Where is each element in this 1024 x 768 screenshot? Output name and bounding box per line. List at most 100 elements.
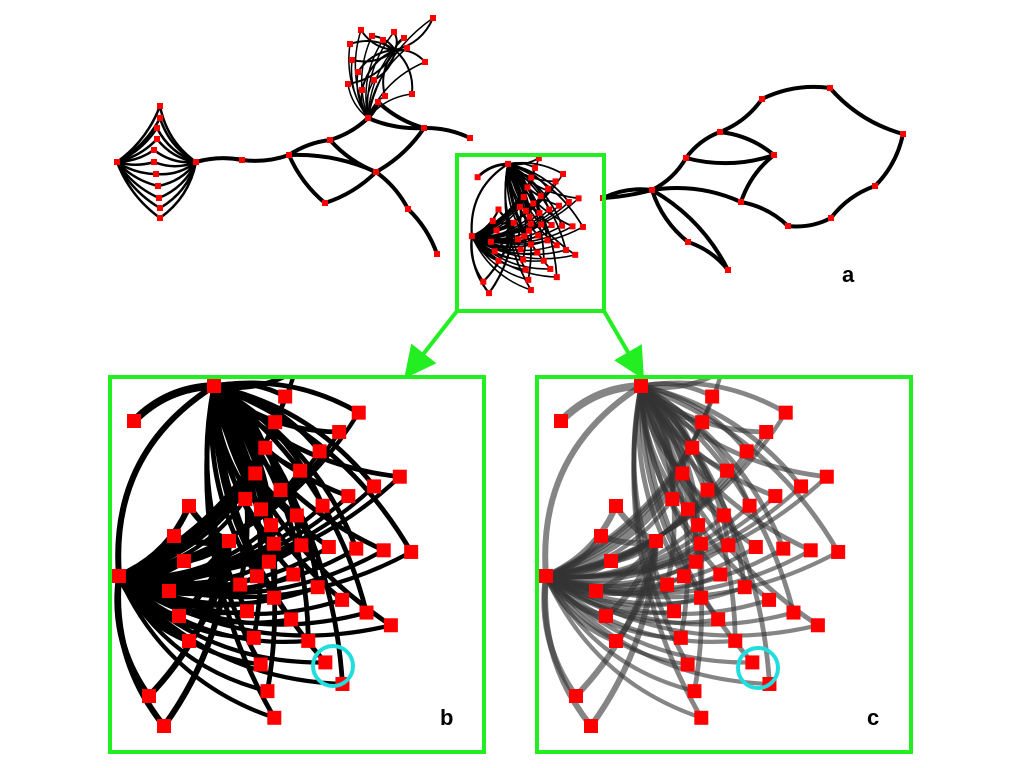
zoom-b-edge bbox=[211, 383, 414, 555]
overview-node bbox=[405, 206, 411, 212]
overview-node bbox=[286, 152, 292, 158]
zoom-b-node bbox=[341, 489, 356, 504]
zoom-c-node bbox=[713, 567, 728, 582]
zoom-c-node bbox=[694, 710, 709, 725]
zoom-b-node bbox=[157, 719, 171, 733]
highlight-circle-c bbox=[736, 646, 780, 690]
overview-node bbox=[548, 222, 555, 229]
zoom-c-edge bbox=[543, 573, 697, 694]
zoom-c-node bbox=[688, 554, 703, 569]
zoom-b-node bbox=[286, 567, 301, 582]
overview-edge bbox=[287, 153, 327, 205]
overview-edge bbox=[650, 185, 743, 204]
zoom-b-node bbox=[266, 536, 281, 551]
zoom-b-node bbox=[248, 466, 263, 481]
overview-edge bbox=[828, 86, 905, 136]
overview-node bbox=[569, 223, 576, 230]
zoom-b-node bbox=[239, 604, 254, 619]
zoom-c-node bbox=[599, 609, 613, 623]
zoom-c-node bbox=[720, 463, 735, 478]
overview-edge bbox=[406, 207, 439, 256]
overview-node bbox=[535, 232, 542, 239]
zoom-b-node bbox=[315, 498, 330, 513]
overview-node bbox=[526, 213, 533, 220]
overview-node bbox=[514, 236, 521, 243]
overview-node bbox=[155, 183, 161, 189]
overview-edge bbox=[829, 184, 877, 220]
overview-edge bbox=[718, 97, 764, 134]
zoom-c-node bbox=[810, 618, 825, 633]
zoom-c-node bbox=[776, 541, 791, 556]
overview-node bbox=[382, 93, 388, 99]
overview-node bbox=[556, 202, 563, 209]
overview-edge bbox=[365, 79, 375, 119]
overview-edge bbox=[507, 163, 558, 279]
panel-label-b: b bbox=[440, 705, 453, 730]
overview-node bbox=[759, 96, 765, 102]
zoom-b-node bbox=[310, 580, 325, 595]
zoom-b-node bbox=[321, 539, 336, 554]
zoom-b-edge bbox=[115, 383, 217, 579]
overview-edge bbox=[471, 235, 532, 291]
overview-edge bbox=[240, 153, 291, 163]
overview-node bbox=[540, 257, 547, 264]
zoom-c-node bbox=[693, 536, 708, 551]
overview-node bbox=[468, 233, 475, 240]
overview-node bbox=[322, 200, 328, 206]
zoom-b-node bbox=[249, 569, 264, 584]
overview-node bbox=[527, 220, 534, 227]
overview-edge bbox=[422, 125, 472, 140]
zoom-c-node bbox=[675, 466, 690, 481]
overview-node bbox=[521, 233, 528, 240]
zoom-c-node bbox=[768, 489, 783, 504]
overview-node bbox=[537, 193, 544, 200]
zoom-c-node bbox=[680, 657, 695, 672]
zoom-c-node bbox=[695, 415, 710, 430]
overview-graph bbox=[114, 15, 906, 297]
overview-node bbox=[527, 241, 534, 248]
overview-edge bbox=[684, 153, 776, 166]
overview-node bbox=[355, 69, 361, 75]
overview-node bbox=[828, 215, 834, 221]
overview-node bbox=[771, 152, 777, 158]
zoom-c-node bbox=[759, 424, 774, 439]
overview-edge bbox=[287, 138, 332, 157]
overview-edge bbox=[328, 138, 378, 174]
zoom-c-edge bbox=[638, 383, 755, 665]
zoom-b-edge bbox=[116, 410, 361, 579]
zoom-b-node bbox=[376, 543, 391, 558]
zoom-b-node bbox=[267, 710, 282, 725]
zoom-c-edge bbox=[542, 383, 644, 579]
overview-node bbox=[365, 115, 371, 121]
zoom-c-node bbox=[711, 612, 726, 627]
zoom-c-node bbox=[609, 634, 623, 648]
zoom-c-node bbox=[687, 684, 702, 699]
zoom-b-node bbox=[318, 655, 333, 670]
overview-node bbox=[553, 274, 560, 281]
overview-node bbox=[151, 147, 157, 153]
zoom-c-node bbox=[700, 483, 715, 498]
overview-node bbox=[369, 33, 375, 39]
overview-edge bbox=[348, 43, 369, 119]
overview-node bbox=[487, 238, 494, 245]
overview-node bbox=[562, 246, 569, 253]
overview-node bbox=[535, 155, 542, 162]
overview-node bbox=[530, 200, 537, 207]
overview-node bbox=[560, 171, 567, 178]
zoom-c-node bbox=[742, 498, 757, 513]
zoom-c-node bbox=[676, 569, 691, 584]
zoom-c-edge bbox=[543, 379, 722, 579]
zoom-c-edge bbox=[638, 383, 772, 687]
overview-edge bbox=[367, 37, 405, 119]
zoom-c-node bbox=[694, 590, 709, 605]
zoom-c-node bbox=[666, 604, 681, 619]
overview-node bbox=[489, 217, 496, 224]
zoom-b-node bbox=[253, 502, 268, 517]
overview-node bbox=[522, 266, 529, 273]
overview-node bbox=[358, 27, 364, 33]
overview-node bbox=[422, 59, 428, 65]
zoom-c-node bbox=[589, 584, 603, 598]
overview-node bbox=[717, 129, 723, 135]
overview-edge bbox=[873, 132, 905, 188]
